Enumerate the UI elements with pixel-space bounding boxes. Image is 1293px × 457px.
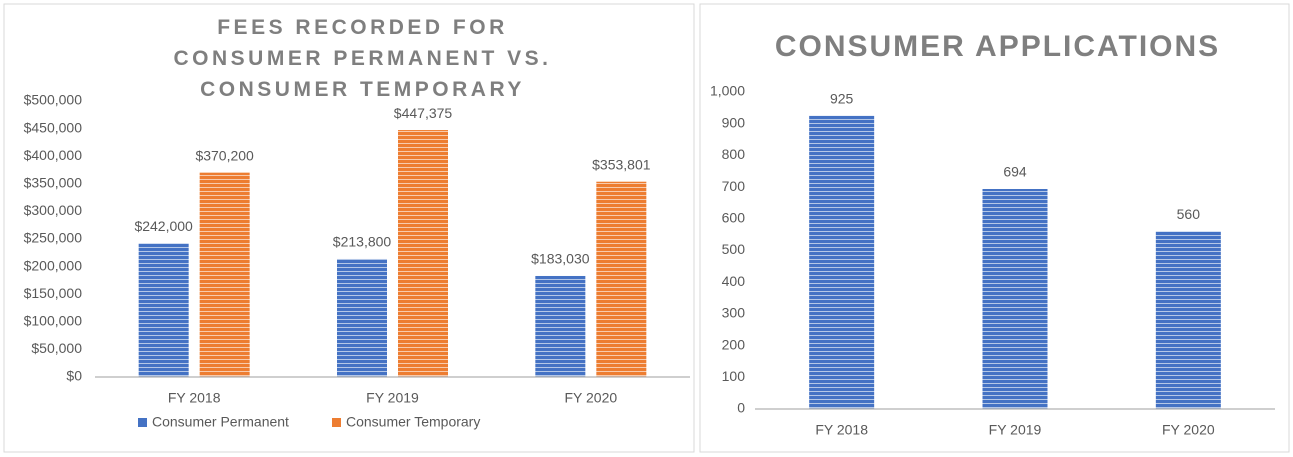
legend-label: Consumer Permanent (152, 414, 289, 430)
legend-swatch (138, 418, 147, 427)
y-tick-label: $150,000 (24, 285, 83, 301)
y-tick-label: 900 (722, 114, 746, 130)
y-tick-label: $100,000 (24, 313, 83, 329)
bar (596, 181, 647, 377)
bar (535, 275, 586, 377)
bar (1155, 231, 1221, 409)
y-tick-label: 700 (722, 178, 746, 194)
bar (398, 130, 448, 377)
bar (138, 243, 189, 377)
data-label: $353,801 (592, 156, 651, 172)
data-label: $447,375 (394, 105, 453, 121)
y-tick-label: $450,000 (24, 119, 83, 135)
bar (809, 115, 875, 410)
legend-label: Consumer Temporary (346, 414, 480, 430)
chart-title: CONSUMER APPLICATIONS (774, 30, 1221, 63)
y-tick-label: 0 (737, 400, 745, 416)
y-tick-label: $50,000 (31, 340, 82, 356)
data-label: $183,030 (531, 251, 590, 267)
data-label: $242,000 (134, 218, 193, 234)
y-tick-label: 100 (722, 368, 746, 384)
y-tick-label: 200 (722, 336, 746, 352)
data-label: 560 (1177, 206, 1201, 222)
x-tick-label: FY 2019 (989, 422, 1042, 438)
y-tick-label: $200,000 (24, 257, 83, 273)
y-tick-label: $500,000 (24, 92, 83, 108)
y-tick-label: 400 (722, 273, 746, 289)
bar (982, 189, 1048, 409)
x-tick-label: FY 2018 (815, 422, 868, 438)
x-tick-label: FY 2020 (564, 390, 617, 406)
y-tick-label: $350,000 (24, 175, 83, 191)
data-label: 925 (830, 90, 854, 106)
bar (337, 258, 387, 377)
data-label: $213,800 (333, 234, 392, 250)
y-tick-label: $400,000 (24, 147, 83, 163)
chart-title: FEES RECORDED FOR CONSUMER PERMANENT VS.… (173, 16, 552, 101)
x-tick-label: FY 2020 (1162, 422, 1215, 438)
y-tick-label: 800 (722, 146, 746, 162)
y-tick-label: $0 (66, 368, 82, 384)
data-label: 694 (1003, 164, 1027, 180)
y-tick-label: 300 (722, 305, 746, 321)
legend-swatch (332, 418, 341, 427)
y-tick-label: $250,000 (24, 230, 83, 246)
x-tick-label: FY 2019 (366, 390, 419, 406)
y-tick-label: 500 (722, 241, 746, 257)
data-label: $370,200 (195, 147, 254, 163)
bar (199, 172, 250, 377)
y-tick-label: $300,000 (24, 202, 83, 218)
y-tick-label: 1,000 (710, 83, 745, 99)
x-tick-label: FY 2018 (168, 390, 221, 406)
y-tick-label: 600 (722, 210, 746, 226)
